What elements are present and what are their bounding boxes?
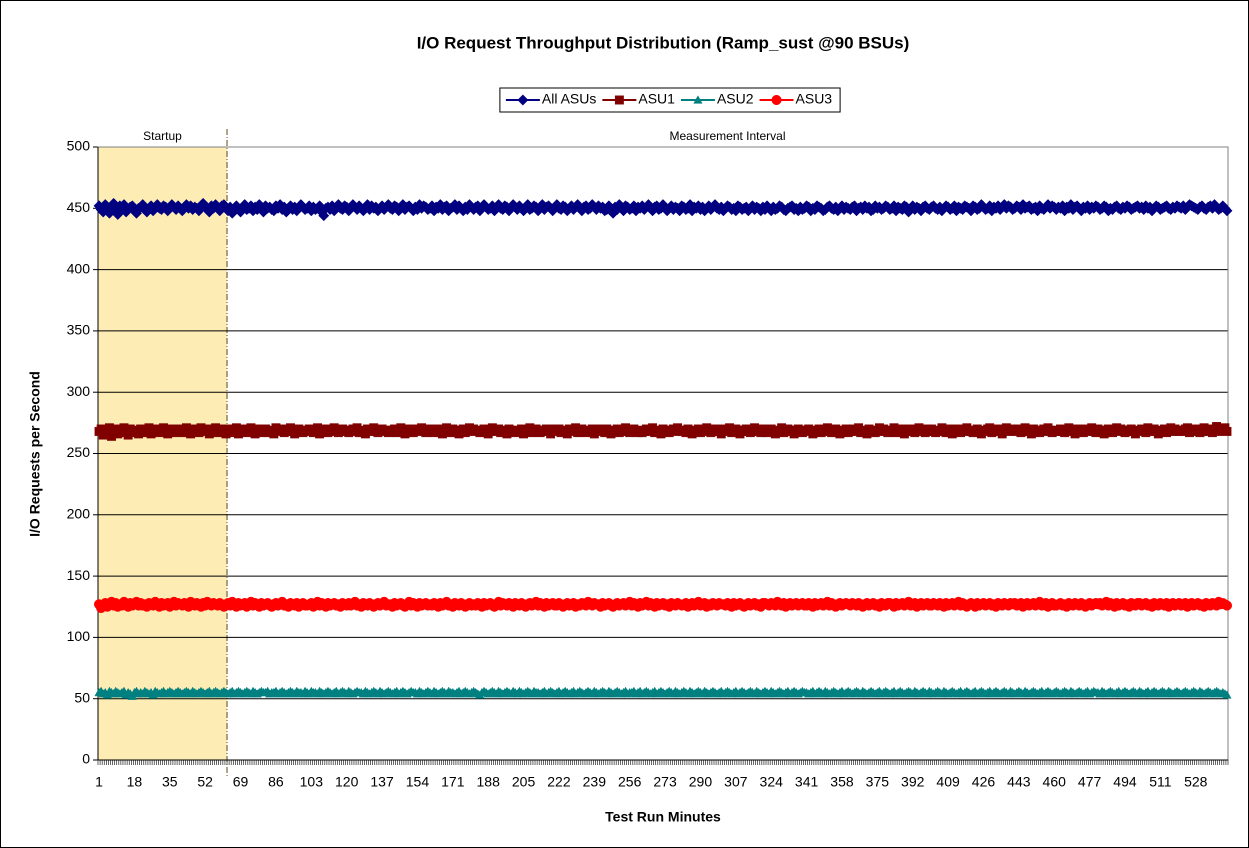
y-tick-label: 250 <box>67 444 91 460</box>
x-tick-label: 392 <box>901 774 925 790</box>
marker <box>1221 205 1233 217</box>
x-tick-label: 307 <box>724 774 748 790</box>
x-tick-label: 443 <box>1007 774 1031 790</box>
x-tick-label: 239 <box>583 774 607 790</box>
x-tick-marks <box>97 760 1229 765</box>
y-tick-label: 350 <box>67 322 91 338</box>
legend-marker <box>771 94 782 106</box>
y-tick-label: 150 <box>67 567 91 583</box>
x-tick-label: 256 <box>618 774 642 790</box>
marker <box>1221 600 1233 611</box>
series-group <box>94 686 1232 700</box>
marker <box>318 210 330 222</box>
marker <box>771 94 782 106</box>
y-tick-label: 500 <box>67 138 91 154</box>
x-tick-label: 290 <box>689 774 713 790</box>
x-tick-label: 528 <box>1184 774 1208 790</box>
x-tick-label: 426 <box>972 774 996 790</box>
series-group <box>93 596 1233 614</box>
marker <box>1222 426 1232 436</box>
x-tick-label: 188 <box>477 774 501 790</box>
y-tick-label: 300 <box>67 383 91 399</box>
x-tick-label: 1 <box>95 774 103 790</box>
y-tick-label: 100 <box>67 628 91 644</box>
x-tick-label: 341 <box>795 774 819 790</box>
x-tick-label: 52 <box>197 774 213 790</box>
x-tick-label: 86 <box>268 774 284 790</box>
x-tick-label: 171 <box>441 774 465 790</box>
marker <box>693 95 703 104</box>
x-tick-label: 103 <box>300 774 324 790</box>
x-tick-label: 324 <box>760 774 784 790</box>
legend-label: ASU3 <box>796 91 833 107</box>
legend-label: ASU1 <box>638 91 675 107</box>
y-tick-label: 450 <box>67 199 91 215</box>
x-tick-label: 273 <box>653 774 677 790</box>
x-tick-label: 477 <box>1078 774 1102 790</box>
marker <box>517 94 529 106</box>
x-tick-label: 205 <box>512 774 536 790</box>
x-tick-label: 409 <box>936 774 960 790</box>
marker <box>1222 690 1232 699</box>
y-tick-label: 50 <box>74 689 90 705</box>
region-label: Measurement Interval <box>669 129 785 143</box>
legend-label: All ASUs <box>542 91 596 107</box>
x-tick-label: 460 <box>1043 774 1067 790</box>
y-tick-label: 400 <box>67 260 91 276</box>
marker <box>614 95 624 105</box>
x-tick-label: 494 <box>1113 774 1137 790</box>
x-tick-label: 358 <box>830 774 854 790</box>
y-tick-label: 200 <box>67 506 91 522</box>
x-tick-label: 137 <box>370 774 394 790</box>
x-tick-label: 18 <box>127 774 143 790</box>
x-tick-label: 375 <box>866 774 890 790</box>
y-tick-label: 0 <box>82 751 90 767</box>
x-tick-label: 35 <box>162 774 178 790</box>
x-tick-label: 154 <box>406 774 430 790</box>
x-tick-label: 511 <box>1149 774 1172 790</box>
region-label: Startup <box>143 129 182 143</box>
series-group <box>94 422 1232 441</box>
y-axis-title: I/O Requests per Second <box>27 371 43 537</box>
x-axis-title: Test Run Minutes <box>605 809 721 825</box>
legend-marker <box>517 94 529 106</box>
series-group <box>93 197 1233 222</box>
legend-marker <box>693 95 703 104</box>
x-tick-label: 222 <box>547 774 571 790</box>
x-tick-label: 120 <box>335 774 359 790</box>
legend: All ASUs ASU1 ASU2 ASU3 <box>499 87 841 113</box>
x-tick-label: 69 <box>233 774 249 790</box>
legend-marker <box>614 95 624 105</box>
chart-title: I/O Request Throughput Distribution (Ram… <box>417 33 910 52</box>
legend-label: ASU2 <box>717 91 754 107</box>
